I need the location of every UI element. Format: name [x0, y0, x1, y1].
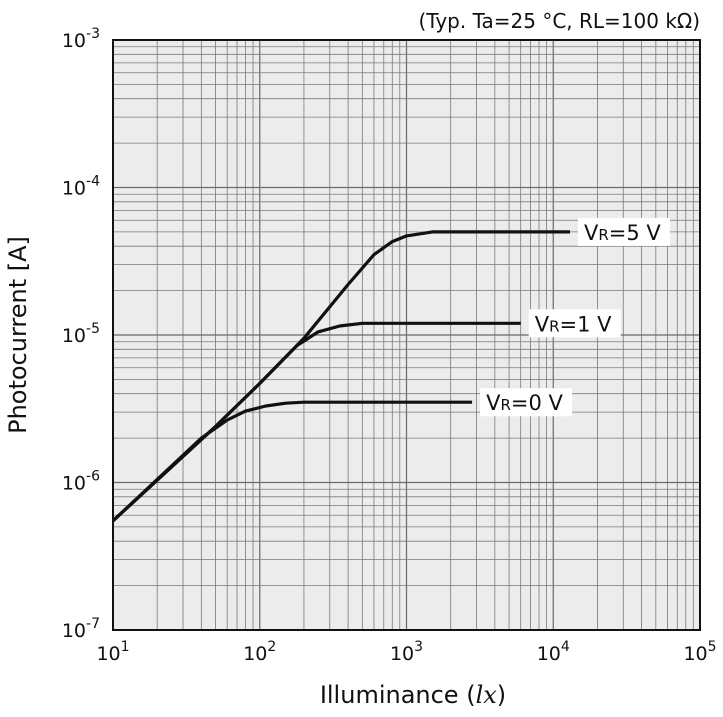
x-tick-labels: 101 102 103 104 105 [96, 639, 716, 665]
series-label-0: VR=5 V [584, 221, 661, 245]
y-tick-label: 10-4 [62, 174, 100, 200]
series-label-rest: =5 V [609, 221, 662, 245]
series-label-sub: R [598, 226, 608, 244]
series-label-v: V [584, 221, 599, 245]
x-tick-label: 102 [243, 639, 276, 665]
series-labels: VR=5 VVR=1 VVR=0 V [480, 217, 670, 417]
y-tick-label: 10-6 [62, 469, 100, 495]
x-tick-label: 103 [390, 639, 423, 665]
x-tick-label: 105 [683, 639, 716, 665]
series-label-bg-0 [577, 217, 670, 246]
x-tick-label: 101 [96, 639, 129, 665]
series-label-bg-1 [528, 309, 621, 338]
y-axis-label: Photocurrent [A] [4, 236, 32, 434]
y-tick-label: 10-5 [62, 321, 100, 347]
series-label-rest: =0 V [511, 391, 564, 415]
x-axis-label: Illuminance (lx) [320, 681, 506, 709]
series-label-sub: R [500, 396, 510, 414]
series-line-2 [111, 400, 473, 522]
plot-frame [112, 39, 701, 631]
series-label-v: V [486, 391, 501, 415]
series-line-1 [111, 321, 521, 522]
series-label-bg-2 [480, 388, 573, 417]
series-label-2: VR=0 V [486, 391, 563, 415]
x-axis-label-close: ) [497, 681, 506, 709]
x-tick-label: 104 [537, 639, 570, 665]
grid-lines [112, 40, 700, 631]
y-tick-label: 10-7 [62, 616, 100, 642]
x-axis-label-main: Illuminance ( [320, 681, 476, 709]
series-label-sub: R [549, 317, 559, 335]
series-label-v: V [535, 312, 550, 336]
x-axis-label-unit: lx [476, 681, 498, 709]
y-tick-labels: 10-3 10-4 10-5 10-6 10-7 [62, 26, 100, 642]
series-label-rest: =1 V [560, 312, 613, 336]
series-group [111, 230, 570, 522]
condition-note: (Typ. Ta=25 °C, RL=100 kΩ) [418, 9, 700, 33]
y-tick-label: 10-3 [62, 26, 100, 52]
series-label-1: VR=1 V [535, 312, 612, 336]
